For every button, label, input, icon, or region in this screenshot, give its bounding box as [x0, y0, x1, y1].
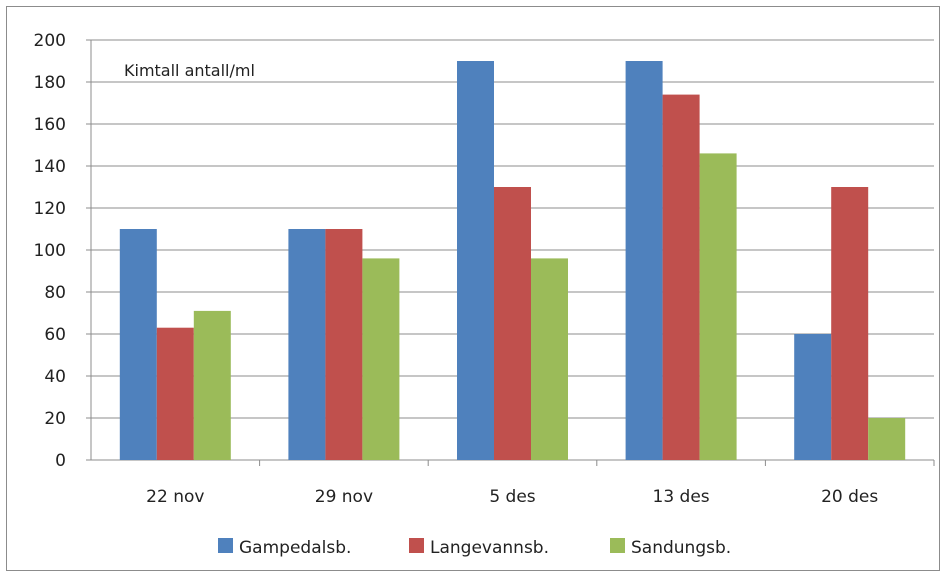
- y-tick-label: 200: [34, 31, 66, 51]
- bar-langevannsb-5-des: [494, 187, 531, 460]
- bar-sandungsb-5-des: [531, 258, 568, 460]
- bar-langevannsb-13-des: [662, 94, 700, 460]
- bars: [119, 61, 906, 460]
- bar-gampedalsb-22-nov: [119, 229, 157, 460]
- x-tick-label: 20 des: [821, 487, 878, 507]
- bar-gampedalsb-5-des: [457, 61, 494, 460]
- y-tick-label: 160: [34, 115, 66, 135]
- chart-title: Kimtall antall/ml: [124, 61, 255, 80]
- y-tick-label: 60: [44, 325, 66, 345]
- bar-langevannsb-29-nov: [325, 229, 363, 460]
- bar-gampedalsb-20-des: [794, 334, 832, 460]
- y-tick-label: 40: [44, 367, 66, 387]
- legend-swatch: [409, 538, 424, 553]
- y-tick-label: 100: [34, 241, 66, 261]
- legend-swatch: [218, 538, 233, 553]
- bar-langevannsb-20-des: [831, 187, 869, 460]
- x-tick-label: 5 des: [489, 487, 535, 507]
- y-tick-label: 180: [34, 73, 66, 93]
- x-tick-label: 29 nov: [315, 487, 373, 507]
- legend-label: Sandungsb.: [631, 538, 731, 558]
- x-tick-label: 13 des: [653, 487, 710, 507]
- y-tick-label: 120: [34, 199, 66, 219]
- tick-labels: 0 20 40 60 80 100 120 140 160 180 200 22 nov 29 nov 5…: [34, 31, 879, 507]
- y-tick-label: 80: [44, 283, 66, 303]
- legend-swatch: [610, 538, 625, 553]
- y-tick-label: 0: [55, 451, 66, 471]
- legend: Gampedalsb. Langevannsb. Sandungsb.: [218, 538, 731, 558]
- bar-sandungsb-13-des: [699, 153, 737, 460]
- x-tick-label: 22 nov: [146, 487, 204, 507]
- bar-gampedalsb-13-des: [625, 61, 663, 460]
- bar-gampedalsb-29-nov: [288, 229, 326, 460]
- bar-langevannsb-22-nov: [156, 327, 194, 460]
- bar-sandungsb-22-nov: [193, 310, 231, 460]
- y-tick-label: 20: [44, 409, 66, 429]
- gridlines: [91, 39, 934, 419]
- bar-sandungsb-20-des: [868, 418, 906, 460]
- legend-label: Langevannsb.: [430, 538, 549, 558]
- y-tick-label: 140: [34, 157, 66, 177]
- legend-label: Gampedalsb.: [239, 538, 351, 558]
- bar-sandungsb-29-nov: [362, 258, 400, 460]
